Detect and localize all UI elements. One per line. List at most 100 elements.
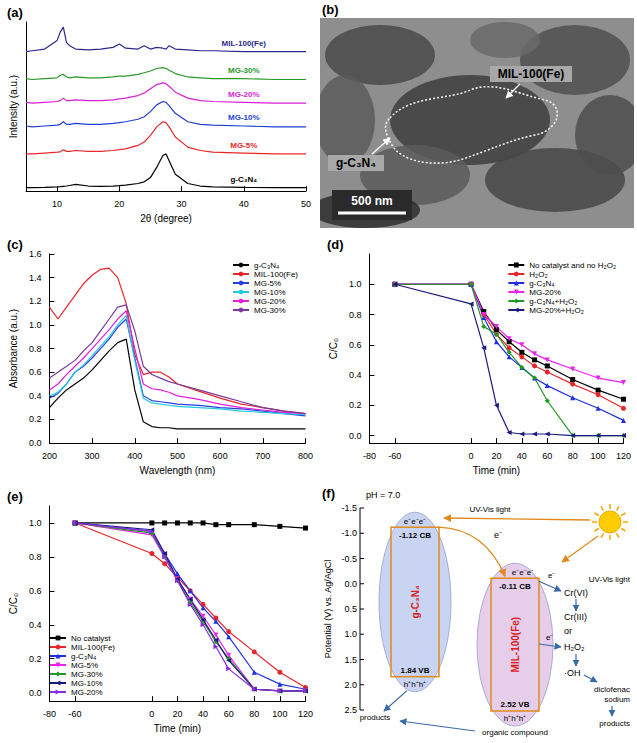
svg-text:50: 50: [301, 199, 311, 209]
svg-text:100: 100: [272, 709, 287, 719]
svg-text:pH = 7.0: pH = 7.0: [366, 490, 400, 500]
svg-text:-1.0: -1.0: [341, 528, 357, 538]
svg-text:g-C₃N₄+H₂O₂: g-C₃N₄+H₂O₂: [529, 297, 577, 306]
svg-text:0.2: 0.2: [29, 654, 42, 664]
svg-text:0.0: 0.0: [29, 438, 42, 448]
svg-text:0: 0: [149, 709, 154, 719]
svg-text:0.2: 0.2: [29, 414, 42, 424]
svg-text:0.0: 0.0: [344, 579, 357, 589]
svg-text:2.52 VB: 2.52 VB: [501, 700, 530, 709]
svg-text:Cr(III): Cr(III): [564, 612, 587, 622]
svg-text:-1.5: -1.5: [341, 503, 357, 513]
svg-text:0.8: 0.8: [29, 344, 42, 354]
svg-text:H₂O₂: H₂O₂: [529, 270, 547, 279]
svg-text:e⁻e⁻e⁻: e⁻e⁻e⁻: [512, 568, 534, 577]
svg-text:·OH: ·OH: [564, 668, 581, 678]
svg-text:2.0: 2.0: [344, 680, 357, 690]
svg-text:1.4: 1.4: [29, 273, 42, 283]
svg-text:or: or: [564, 626, 572, 636]
svg-text:Absorbance (a.u.): Absorbance (a.u.): [8, 309, 19, 389]
svg-text:80: 80: [568, 451, 578, 461]
svg-text:0.6: 0.6: [29, 367, 42, 377]
svg-text:0: 0: [469, 451, 474, 461]
svg-text:g-C₃N₄: g-C₃N₄: [529, 279, 554, 288]
svg-text:20: 20: [491, 451, 501, 461]
svg-text:UV-Vis light: UV-Vis light: [469, 505, 511, 514]
svg-text:e⁻e⁻e⁻: e⁻e⁻e⁻: [404, 517, 426, 526]
svg-text:40: 40: [198, 709, 208, 719]
svg-text:(a): (a): [7, 5, 23, 20]
svg-text:MG-20%+H₂O₂: MG-20%+H₂O₂: [529, 306, 583, 315]
svg-text:(b): (b): [322, 2, 339, 17]
svg-text:700: 700: [255, 451, 270, 461]
svg-text:-0.5: -0.5: [341, 554, 357, 564]
svg-text:120: 120: [616, 451, 631, 461]
svg-text:(e): (e): [7, 489, 23, 504]
svg-text:h⁺h⁺h⁺: h⁺h⁺h⁺: [504, 714, 526, 723]
svg-text:200: 200: [42, 451, 57, 461]
svg-text:-0.11 CB: -0.11 CB: [499, 582, 531, 591]
svg-text:C/C₀: C/C₀: [8, 593, 19, 614]
svg-text:30: 30: [177, 199, 187, 209]
svg-text:Time (min): Time (min): [154, 723, 201, 734]
svg-text:-60: -60: [388, 451, 401, 461]
svg-text:1.84 VB: 1.84 VB: [401, 666, 430, 675]
svg-text:Wavelength (nm): Wavelength (nm): [140, 465, 216, 476]
svg-text:MG-10%: MG-10%: [71, 679, 103, 688]
svg-text:20: 20: [172, 709, 182, 719]
svg-text:g-C₃N₄: g-C₃N₄: [230, 175, 257, 184]
svg-text:MG-10%: MG-10%: [254, 288, 286, 297]
svg-text:1.0: 1.0: [29, 320, 42, 330]
svg-text:e⁻: e⁻: [548, 571, 555, 580]
svg-text:UV-Vis light: UV-Vis light: [589, 575, 631, 584]
svg-text:Potential (V) vs. Ag/AgCl: Potential (V) vs. Ag/AgCl: [323, 560, 333, 659]
svg-text:sodium: sodium: [604, 695, 630, 704]
svg-text:20: 20: [114, 199, 124, 209]
svg-text:500: 500: [170, 451, 185, 461]
svg-text:0.6: 0.6: [29, 586, 42, 596]
svg-text:100: 100: [591, 451, 606, 461]
svg-text:1.0: 1.0: [349, 279, 362, 289]
svg-text:1.2: 1.2: [29, 296, 42, 306]
svg-text:1.0: 1.0: [29, 518, 42, 528]
svg-text:-1.12 CB: -1.12 CB: [399, 531, 431, 540]
svg-text:Time (min): Time (min): [473, 465, 520, 476]
svg-text:MG-10%: MG-10%: [228, 113, 260, 122]
svg-text:No catalyst and no H₂O₂: No catalyst and no H₂O₂: [529, 261, 616, 270]
svg-text:MG-5%: MG-5%: [71, 661, 98, 670]
svg-text:1.6: 1.6: [29, 249, 42, 259]
svg-text:MIL-100(Fe): MIL-100(Fe): [254, 270, 298, 279]
svg-text:(f): (f): [322, 486, 335, 501]
svg-text:0.4: 0.4: [29, 620, 42, 630]
svg-text:MG-20%: MG-20%: [228, 90, 260, 99]
svg-text:2θ (degree): 2θ (degree): [140, 213, 192, 224]
svg-text:g-C₃N₄: g-C₃N₄: [71, 652, 96, 661]
svg-text:Intensity (a.u.): Intensity (a.u.): [8, 75, 19, 138]
svg-text:g-C₃N₄: g-C₃N₄: [254, 261, 279, 270]
svg-text:0.4: 0.4: [349, 370, 362, 380]
svg-text:g-C₃N₄: g-C₃N₄: [410, 585, 421, 619]
svg-text:60: 60: [224, 709, 234, 719]
svg-text:0.8: 0.8: [349, 310, 362, 320]
svg-text:products: products: [599, 719, 630, 728]
svg-text:e⁻: e⁻: [494, 530, 502, 540]
svg-text:MIL-100(Fe): MIL-100(Fe): [71, 643, 115, 652]
svg-text:MG-5%: MG-5%: [230, 141, 257, 150]
svg-text:organic compound: organic compound: [482, 728, 548, 737]
svg-text:No catalyst: No catalyst: [71, 634, 111, 643]
svg-text:0.0: 0.0: [29, 688, 42, 698]
svg-text:(d): (d): [327, 237, 344, 252]
svg-text:Cr(VI): Cr(VI): [564, 588, 588, 598]
svg-text:(c): (c): [7, 237, 23, 252]
svg-text:MIL-100(Fe): MIL-100(Fe): [498, 67, 565, 81]
svg-text:C/C₀: C/C₀: [328, 338, 339, 359]
svg-text:1.5: 1.5: [344, 655, 357, 665]
svg-text:800: 800: [298, 451, 313, 461]
svg-text:products: products: [360, 713, 391, 722]
svg-text:0.8: 0.8: [29, 552, 42, 562]
svg-text:MIL-100(Fe): MIL-100(Fe): [510, 617, 521, 673]
svg-text:120: 120: [298, 709, 313, 719]
svg-text:0.4: 0.4: [29, 391, 42, 401]
svg-text:diclofenac: diclofenac: [594, 685, 630, 694]
svg-text:40: 40: [517, 451, 527, 461]
